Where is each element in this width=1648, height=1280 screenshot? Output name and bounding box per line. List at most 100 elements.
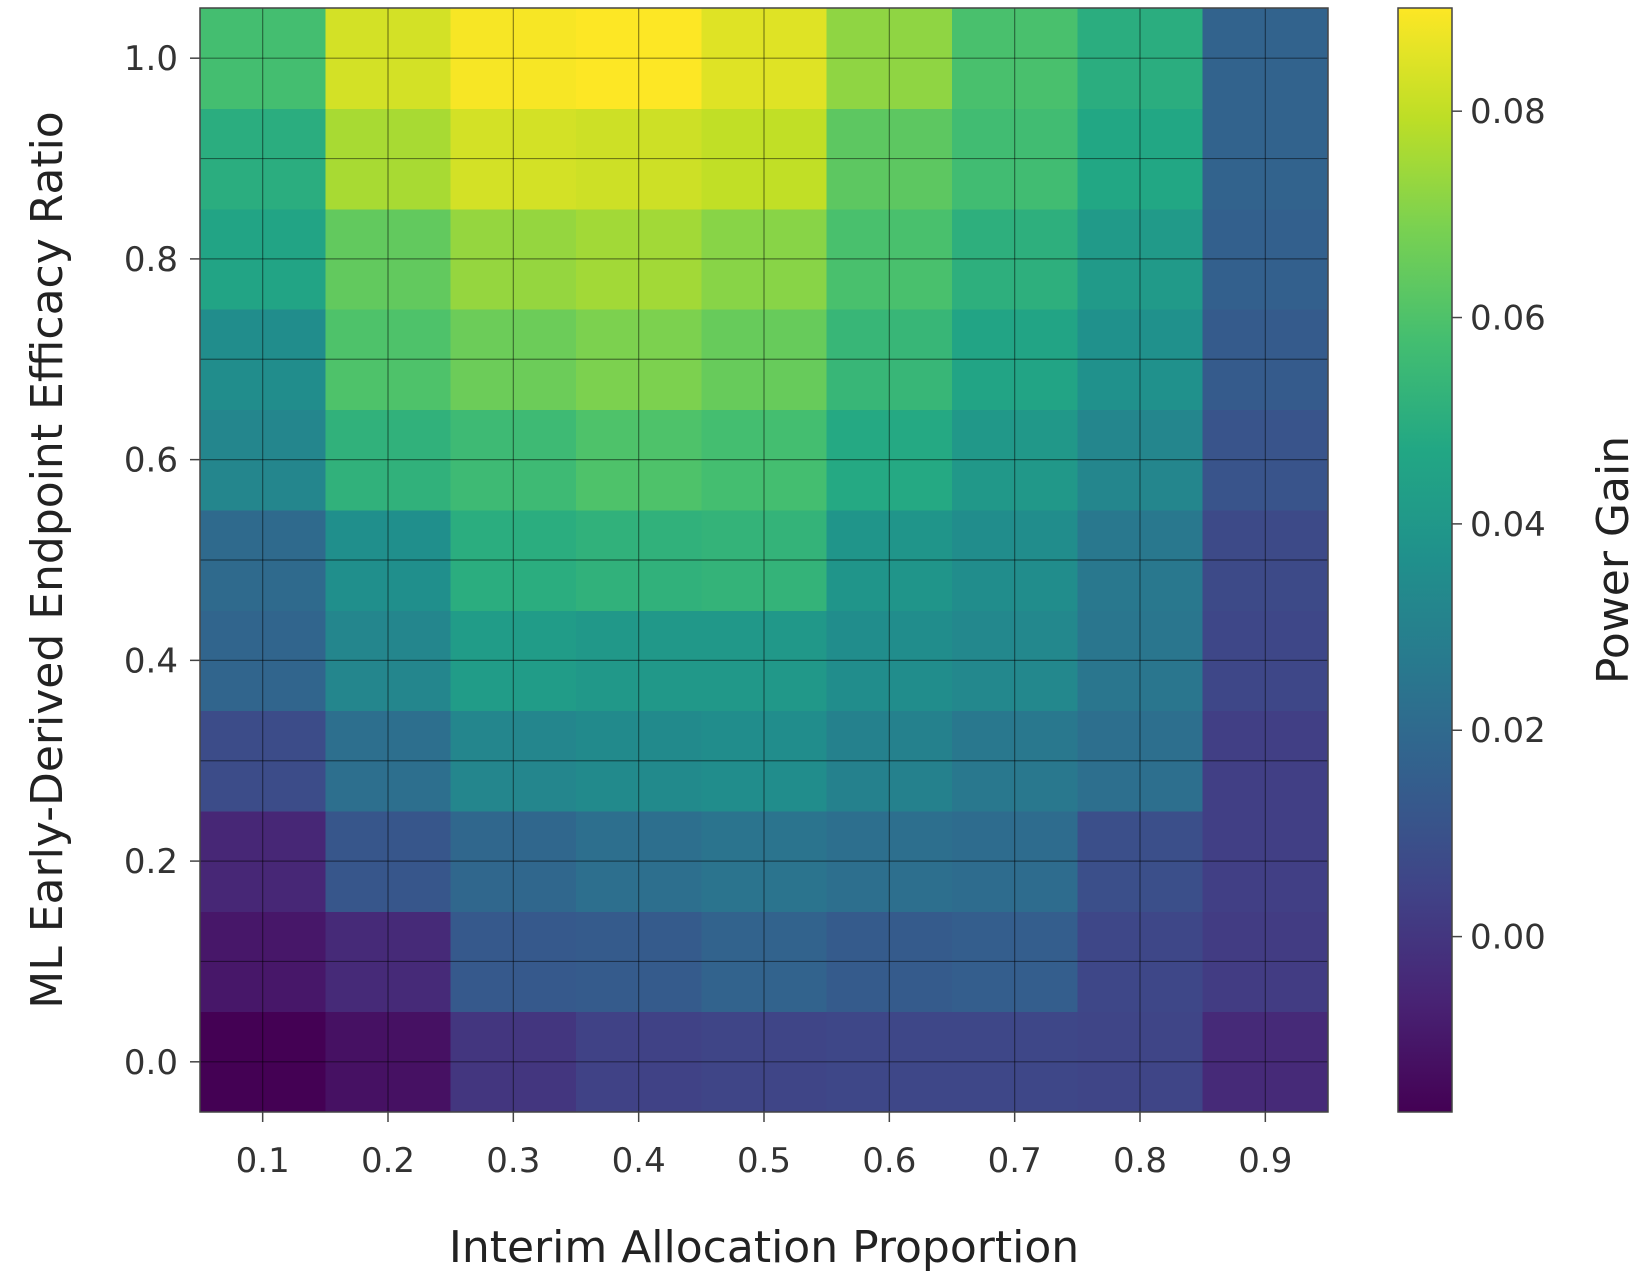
heatmap-grid (200, 8, 1328, 1112)
colorbar-tick-label: 0.04 (1470, 505, 1546, 545)
heatmap-cell (826, 1011, 953, 1113)
heatmap-cell (701, 309, 828, 411)
x-tick-label: 0.1 (236, 1141, 290, 1181)
heatmap-cell (826, 8, 953, 109)
heatmap-cell (1077, 409, 1204, 511)
heatmap-cell (200, 710, 326, 812)
heatmap-cell (701, 1011, 828, 1113)
heatmap-cell (1077, 8, 1204, 109)
heatmap-cell (576, 509, 702, 611)
heatmap-cell (576, 8, 702, 109)
heatmap-cell (1202, 911, 1329, 1013)
x-tick-label: 0.4 (612, 1141, 666, 1181)
heatmap-cell (1077, 108, 1204, 210)
heatmap-cell (1077, 509, 1204, 611)
y-tick-label: 0.6 (124, 441, 178, 481)
heatmap-cell (450, 208, 577, 310)
y-tick-label: 0.2 (124, 842, 178, 882)
heatmap-cell (576, 409, 702, 511)
heatmap-cell (826, 911, 953, 1013)
heatmap-cell (701, 911, 828, 1013)
heatmap-cell (952, 610, 1078, 712)
heatmap-cell (200, 309, 326, 411)
heatmap-cell (826, 810, 953, 912)
x-tick-label: 0.2 (361, 1141, 415, 1181)
heatmap-cell (952, 509, 1078, 611)
heatmap-cell (450, 409, 577, 511)
y-axis-label: ML Early-Derived Endpoint Efficacy Ratio (22, 111, 73, 1008)
heatmap-cell (952, 8, 1078, 109)
heatmap-cell (576, 108, 702, 210)
heatmap-cell (826, 108, 953, 210)
heatmap-cell (701, 810, 828, 912)
heatmap-cell (325, 911, 452, 1013)
heatmap-cell (701, 710, 828, 812)
heatmap-cell (450, 911, 577, 1013)
colorbar-tick-label: 0.02 (1470, 711, 1546, 751)
heatmap-cell (1202, 8, 1329, 109)
heatmap-cell (450, 1011, 577, 1113)
heatmap-cell (576, 309, 702, 411)
x-tick-label: 0.5 (737, 1141, 791, 1181)
heatmap-cell (576, 610, 702, 712)
heatmap-cell (450, 810, 577, 912)
x-axis-ticks: 0.1 0.2 0.3 0.4 0.5 0.6 0.7 0.8 0.9 (236, 1112, 1292, 1181)
heatmap-cell (200, 911, 326, 1013)
heatmap-cell (325, 8, 452, 109)
heatmap-cell (1202, 710, 1329, 812)
y-tick-label: 0.8 (124, 240, 178, 280)
heatmap-cell (952, 810, 1078, 912)
heatmap-cell (701, 409, 828, 511)
colorbar-gradient (1397, 7, 1453, 1113)
heatmap-cell (701, 108, 828, 210)
heatmap-cell (200, 1011, 326, 1113)
heatmap-cell (325, 409, 452, 511)
heatmap-cell (325, 710, 452, 812)
y-tick-label: 1.0 (124, 39, 178, 79)
heatmap-cell (952, 409, 1078, 511)
heatmap-cell (826, 610, 953, 712)
heatmap-cell (450, 8, 577, 109)
x-tick-label: 0.9 (1238, 1141, 1292, 1181)
heatmap-cell (1202, 409, 1329, 511)
heatmap-cell (826, 409, 953, 511)
heatmap-cell (826, 208, 953, 310)
heatmap-cell (325, 309, 452, 411)
heatmap-cell (952, 911, 1078, 1013)
heatmap-cell (952, 208, 1078, 310)
x-tick-label: 0.3 (486, 1141, 540, 1181)
heatmap-cell (200, 810, 326, 912)
colorbar-tick-label: 0.06 (1470, 299, 1546, 339)
heatmap-cell (200, 208, 326, 310)
heatmap-cell (952, 710, 1078, 812)
heatmap-cell (1202, 1011, 1329, 1113)
heatmap-cell (576, 810, 702, 912)
heatmap-cell (952, 108, 1078, 210)
heatmap-cell (1077, 911, 1204, 1013)
colorbar-tick-label: 0.08 (1470, 92, 1546, 132)
heatmap-cell (200, 409, 326, 511)
heatmap-cell (200, 610, 326, 712)
colorbar-tick-label: 0.00 (1470, 918, 1546, 958)
heatmap-cell (325, 1011, 452, 1113)
heatmap-cell (450, 309, 577, 411)
heatmap-cell (826, 309, 953, 411)
heatmap-cell (200, 8, 326, 109)
colorbar: 0.00 0.02 0.04 0.06 0.08 (1397, 7, 1546, 1113)
heatmap-cell (325, 810, 452, 912)
heatmap-cell (952, 1011, 1078, 1113)
heatmap-cell (1202, 309, 1329, 411)
heatmap-cell (450, 710, 577, 812)
heatmap-cell (701, 8, 828, 109)
y-axis-ticks: 0.0 0.2 0.4 0.6 0.8 1.0 (124, 39, 200, 1083)
heatmap-cell (1202, 610, 1329, 712)
heatmap-cell (1202, 208, 1329, 310)
heatmap-cell (1077, 309, 1204, 411)
heatmap-cell (576, 911, 702, 1013)
heatmap-cell (450, 610, 577, 712)
heatmap-cell (1077, 710, 1204, 812)
x-axis-label: Interim Allocation Proportion (449, 1222, 1079, 1273)
y-tick-label: 0.0 (124, 1043, 178, 1083)
heatmap-cell (701, 208, 828, 310)
